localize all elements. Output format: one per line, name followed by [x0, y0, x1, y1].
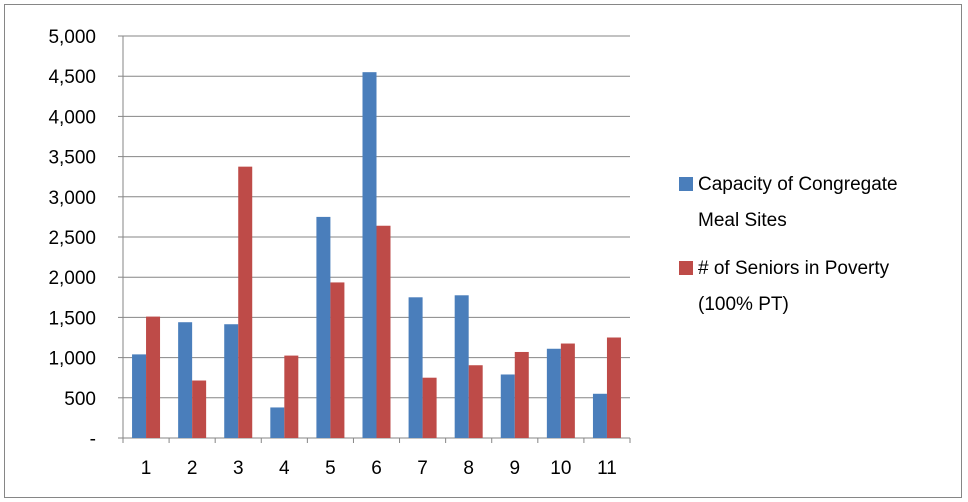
y-tick-label: 2,500	[48, 228, 96, 249]
bar-series-1	[270, 407, 285, 438]
y-tick-label: -	[90, 429, 96, 450]
bar-series-2	[146, 316, 161, 438]
legend-item-1: Capacity of Congregate Meal Sites	[679, 174, 898, 231]
y-tick-label: 2,000	[48, 268, 96, 289]
y-tick-label: 5,000	[48, 27, 96, 48]
x-tick-label: 6	[371, 458, 382, 479]
bar-series-1	[592, 393, 607, 438]
y-tick-label: 1,000	[48, 349, 96, 370]
x-tick-label: 9	[509, 458, 520, 479]
bars	[132, 72, 621, 439]
y-tick-label: 500	[64, 389, 96, 410]
bar-series-2	[376, 225, 391, 438]
legend-label: Meal Sites	[698, 210, 787, 231]
bar-series-1	[408, 297, 423, 438]
bar-series-2	[468, 365, 483, 438]
bar-series-1	[546, 348, 561, 438]
x-tick-label: 8	[463, 458, 474, 479]
bar-series-2	[330, 282, 345, 438]
chart-frame	[4, 4, 962, 498]
bar-series-2	[606, 337, 621, 438]
x-axis: 1 2 3 4 5 6 7 8 9 10 11	[122, 437, 631, 479]
legend-swatch	[679, 261, 693, 275]
x-tick-label: 2	[187, 458, 198, 479]
bar-series-2	[238, 166, 253, 438]
legend-label: (100% PT)	[698, 294, 789, 315]
bar-series-1	[316, 216, 331, 438]
x-tick-label: 7	[417, 458, 428, 479]
y-axis: - 500 1,000 1,500 2,000 2,500 3,000 3,500 4,000 4…	[48, 27, 124, 450]
bar-series-2	[514, 351, 529, 438]
bar-series-1	[132, 354, 147, 438]
bar-series-1	[362, 72, 377, 439]
bar-series-2	[284, 355, 299, 438]
bar-series-1	[454, 295, 469, 438]
bar-series-1	[224, 324, 239, 438]
legend-label: # of Seniors in Poverty	[698, 258, 890, 279]
x-tick-label: 10	[550, 458, 571, 479]
legend: Capacity of Congregate Meal Sites # of Sen…	[679, 174, 898, 315]
legend-item-2: # of Seniors in Poverty (100% PT)	[679, 258, 890, 315]
y-tick-label: 3,500	[48, 148, 96, 169]
legend-label: Capacity of Congregate	[698, 174, 898, 195]
bar-series-2	[422, 377, 437, 438]
y-tick-label: 3,000	[48, 188, 96, 209]
x-tick-label: 3	[233, 458, 244, 479]
bar-series-2	[192, 380, 207, 438]
y-tick-label: 4,000	[48, 107, 96, 128]
y-tick-label: 4,500	[48, 67, 96, 88]
y-tick-label: 1,500	[48, 308, 96, 329]
bar-series-1	[178, 322, 193, 438]
x-tick-label: 1	[141, 458, 152, 479]
bar-series-1	[500, 374, 515, 438]
x-tick-label: 11	[597, 458, 617, 479]
x-tick-label: 5	[325, 458, 336, 479]
legend-swatch	[679, 177, 693, 191]
bar-series-2	[560, 343, 575, 438]
x-tick-label: 4	[279, 458, 290, 479]
